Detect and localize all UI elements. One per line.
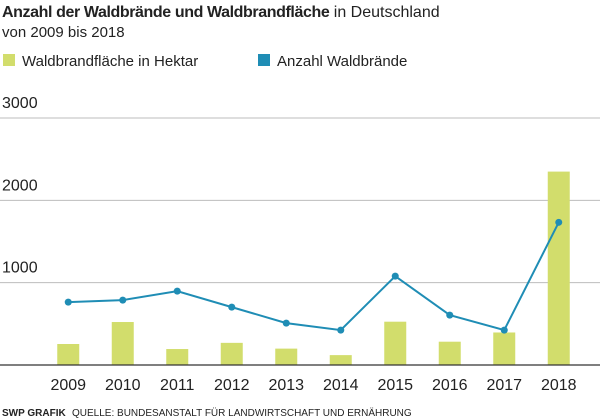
- bar: [493, 332, 516, 365]
- line-point: [337, 326, 345, 334]
- y-tick-label: 2000: [2, 177, 38, 194]
- legend-label: Anzahl Waldbrände: [277, 53, 407, 70]
- source: QUELLE: BUNDESANSTALT FÜR LANDWIRTSCHAFT…: [72, 407, 412, 419]
- line-point: [173, 287, 181, 295]
- line-point: [64, 298, 72, 306]
- line-point: [500, 326, 508, 334]
- bar: [111, 322, 134, 365]
- bar: [275, 348, 298, 365]
- y-tick-label: 3000: [2, 95, 38, 112]
- line-point: [282, 319, 290, 327]
- x-tick-label: 2013: [268, 377, 304, 394]
- line-point: [446, 311, 454, 319]
- line: [68, 221, 560, 332]
- line-point: [555, 218, 563, 226]
- line-point: [119, 296, 127, 304]
- bar: [57, 344, 80, 365]
- y-tick-label: 1000: [2, 260, 38, 277]
- bar: [384, 321, 407, 365]
- chart-title: Anzahl der Waldbrände und Waldbrandfläch…: [2, 4, 440, 21]
- credit: SWP GRAFIK: [2, 408, 66, 419]
- x-tick-label: 2018: [541, 377, 577, 394]
- legend-label: Waldbrandfläche in Hektar: [22, 53, 198, 70]
- bar: [329, 355, 352, 365]
- x-tick-label: 2010: [105, 377, 141, 394]
- x-tick-label: 2016: [432, 377, 468, 394]
- x-tick-label: 2014: [323, 377, 359, 394]
- line-point: [391, 272, 399, 280]
- bar: [438, 341, 461, 365]
- title-suffix: in Deutschland: [334, 4, 440, 21]
- x-tick-label: 2011: [160, 377, 195, 394]
- bar: [166, 349, 189, 365]
- x-tick-label: 2015: [377, 377, 413, 394]
- legend-swatch: [3, 54, 15, 66]
- line-point: [228, 303, 236, 311]
- x-tick-label: 2012: [214, 377, 250, 394]
- x-tick-label: 2017: [486, 377, 522, 394]
- legend-swatch: [258, 54, 270, 66]
- bar: [547, 171, 570, 365]
- subtitle: von 2009 bis 2018: [2, 24, 125, 41]
- x-tick-label: 2009: [50, 377, 86, 394]
- title-bold: Anzahl der Waldbrände und Waldbrandfläch…: [2, 4, 330, 21]
- bar: [220, 342, 243, 365]
